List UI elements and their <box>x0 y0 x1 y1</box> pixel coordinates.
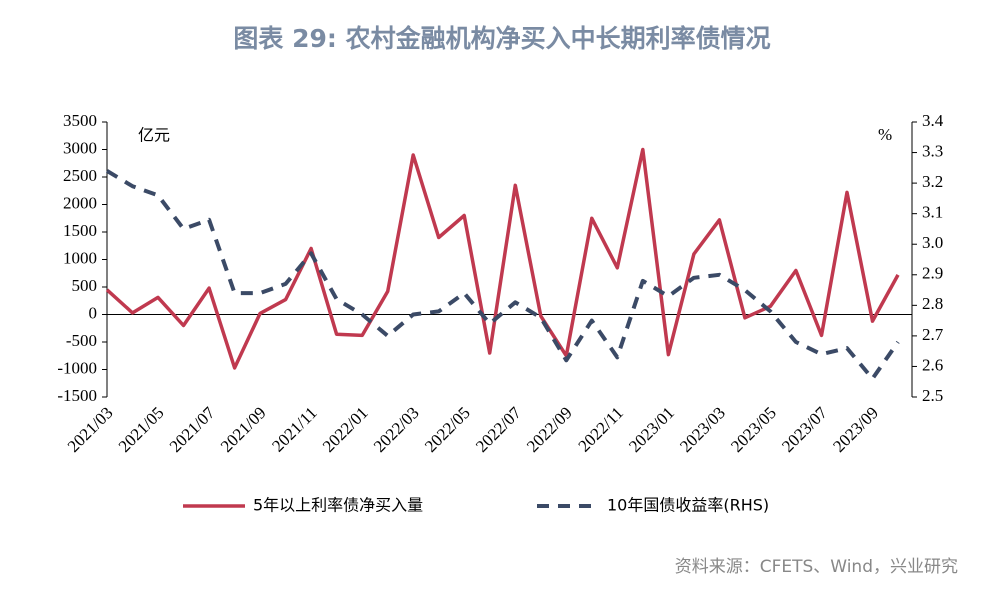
x-tick-label: 2023/03 <box>676 403 729 456</box>
y2-tick-label: 3.0 <box>922 233 943 252</box>
x-tick-label: 2023/07 <box>778 403 831 456</box>
y-tick-label: 1000 <box>63 248 97 267</box>
x-tick-label: 2021/09 <box>217 403 270 456</box>
x-tick-label: 2021/05 <box>115 403 168 456</box>
y2-tick-label: 3.1 <box>922 203 943 222</box>
x-tick-label: 2023/05 <box>727 403 780 456</box>
x-tick-label: 2022/05 <box>421 403 474 456</box>
x-tick-label: 2021/11 <box>268 403 320 455</box>
y-tick-label: 3500 <box>63 111 97 130</box>
source: 资料来源：CFETS、Wind，兴业研究 <box>675 557 958 577</box>
x-tick-label: 2021/07 <box>166 403 219 456</box>
x-tick-label: 2022/07 <box>472 403 525 456</box>
y2-tick-label: 2.5 <box>922 386 943 405</box>
x-tick-label: 2022/09 <box>523 403 576 456</box>
y-tick-label: -1500 <box>57 386 97 405</box>
x-tick-label: 2021/03 <box>64 403 117 456</box>
x-tick-label: 2023/09 <box>829 403 882 456</box>
series-line <box>105 169 900 381</box>
y2-tick-label: 3.4 <box>922 111 944 130</box>
x-tick-label: 2022/01 <box>319 403 372 456</box>
x-tick-label: 2022/03 <box>370 403 423 456</box>
x-tick-label: 2022/11 <box>575 403 627 455</box>
y2-tick-label: 2.9 <box>922 264 943 283</box>
y-tick-label: 0 <box>89 303 98 322</box>
chart-title: 图表 29: 农村金融机构净买入中长期利率债情况 <box>233 24 770 53</box>
y-tick-label: 2000 <box>63 193 97 212</box>
y2-tick-label: 2.6 <box>922 355 943 374</box>
y2-tick-label: 3.3 <box>922 141 943 160</box>
y2-tick-label: 2.8 <box>922 294 943 313</box>
legend-label: 10年国债收益率(RHS) <box>607 496 769 515</box>
y2-unit: % <box>878 125 892 144</box>
x-tick-label: 2023/01 <box>625 403 678 456</box>
y-tick-label: 500 <box>72 276 98 295</box>
y-tick-label: -1000 <box>57 358 97 377</box>
y-tick-label: -500 <box>66 331 97 350</box>
y2-tick-label: 3.2 <box>922 172 943 191</box>
series-line <box>105 147 900 370</box>
y-tick-label: 2500 <box>63 166 97 185</box>
y-unit: 亿元 <box>138 126 170 145</box>
y2-tick-label: 2.7 <box>922 325 944 344</box>
legend-label: 5年以上利率债净买入量 <box>253 496 423 515</box>
y-tick-label: 3000 <box>63 138 97 157</box>
y-tick-label: 1500 <box>63 221 97 240</box>
